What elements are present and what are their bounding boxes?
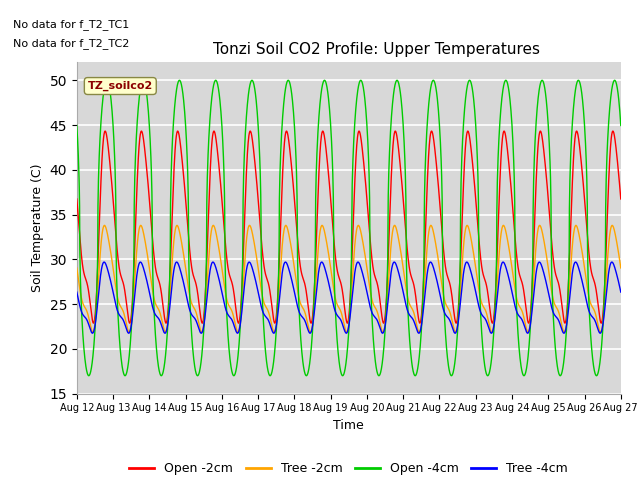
Tree -2cm	[379, 329, 387, 335]
Open -2cm	[508, 186, 515, 192]
Tree -2cm	[73, 265, 81, 271]
Tree -2cm	[365, 275, 372, 281]
Y-axis label: Soil Temperature (C): Soil Temperature (C)	[31, 164, 44, 292]
Open -2cm	[225, 268, 232, 274]
Open -4cm	[357, 77, 365, 83]
Tree -4cm	[365, 298, 372, 304]
Open -4cm	[570, 108, 577, 114]
Line: Open -2cm: Open -2cm	[77, 131, 621, 323]
Legend: Open -2cm, Tree -2cm, Open -4cm, Tree -4cm: Open -2cm, Tree -2cm, Open -4cm, Tree -4…	[124, 457, 573, 480]
Title: Tonzi Soil CO2 Profile: Upper Temperatures: Tonzi Soil CO2 Profile: Upper Temperatur…	[212, 42, 540, 57]
Open -2cm	[73, 196, 81, 202]
Tree -4cm	[617, 289, 625, 295]
Line: Open -4cm: Open -4cm	[77, 80, 621, 376]
Tree -2cm	[584, 291, 592, 297]
Open -2cm	[617, 196, 625, 202]
Open -4cm	[617, 122, 625, 128]
Tree -2cm	[225, 302, 232, 308]
Open -2cm	[570, 162, 577, 168]
Text: No data for f_T2_TC1: No data for f_T2_TC1	[13, 19, 129, 30]
Open -2cm	[235, 320, 243, 326]
Open -4cm	[377, 369, 385, 375]
Open -4cm	[339, 373, 346, 379]
Tree -4cm	[570, 265, 577, 271]
Tree -2cm	[570, 234, 577, 240]
Open -4cm	[73, 122, 81, 128]
Open -2cm	[365, 217, 372, 223]
X-axis label: Time: Time	[333, 419, 364, 432]
Tree -4cm	[225, 313, 232, 319]
Tree -4cm	[318, 259, 326, 265]
Tree -4cm	[584, 306, 592, 312]
Line: Tree -4cm: Tree -4cm	[77, 262, 621, 333]
Tree -4cm	[161, 330, 169, 336]
Tree -2cm	[376, 321, 384, 326]
Tree -2cm	[507, 258, 515, 264]
Tree -2cm	[536, 223, 543, 228]
Text: No data for f_T2_TC2: No data for f_T2_TC2	[13, 38, 129, 49]
Open -4cm	[365, 164, 372, 169]
Open -4cm	[508, 111, 515, 117]
Tree -4cm	[508, 286, 515, 291]
Text: TZ_soilco2: TZ_soilco2	[88, 81, 153, 91]
Open -4cm	[584, 282, 592, 288]
Open -2cm	[392, 128, 399, 134]
Tree -2cm	[617, 265, 625, 271]
Open -2cm	[584, 243, 592, 249]
Open -2cm	[376, 301, 384, 307]
Line: Tree -2cm: Tree -2cm	[77, 226, 621, 332]
Tree -4cm	[73, 289, 81, 295]
Open -4cm	[225, 339, 232, 345]
Tree -4cm	[377, 327, 385, 333]
